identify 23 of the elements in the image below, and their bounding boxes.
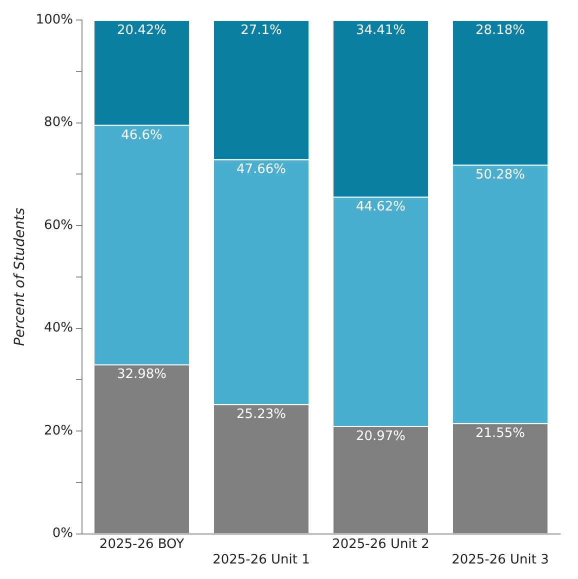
data-label: 20.42% (116, 22, 167, 38)
data-label: 20.97% (356, 428, 406, 444)
data-label: 44.62% (356, 200, 406, 215)
y-tick-label: 100% (36, 12, 73, 28)
data-label: 46.6% (121, 128, 162, 143)
x-tick-label: 2025-26 Unit 2 (332, 536, 430, 552)
data-label: 32.98% (116, 367, 167, 382)
x-tick-label: 2025-26 BOY (99, 536, 184, 552)
x-tick-label: 2025-26 Unit 1 (212, 552, 310, 568)
y-tick-label: 0% (52, 526, 73, 542)
y-tick-label: 20% (44, 423, 73, 438)
data-label: 21.55% (475, 426, 526, 441)
y-tick-label: 40% (44, 320, 73, 336)
data-label: 47.66% (236, 162, 286, 178)
data-label: 28.18% (475, 22, 526, 38)
y-axis-title: Percent of Students (12, 208, 28, 346)
data-label: 50.28% (475, 168, 526, 183)
data-label: 27.1% (240, 22, 282, 38)
data-label: 25.23% (236, 407, 286, 422)
y-tick-label: 60% (44, 218, 73, 233)
x-tick-label: 2025-26 Unit 3 (452, 552, 549, 568)
data-label: 34.41% (356, 22, 406, 38)
y-tick-label: 80% (44, 115, 73, 130)
